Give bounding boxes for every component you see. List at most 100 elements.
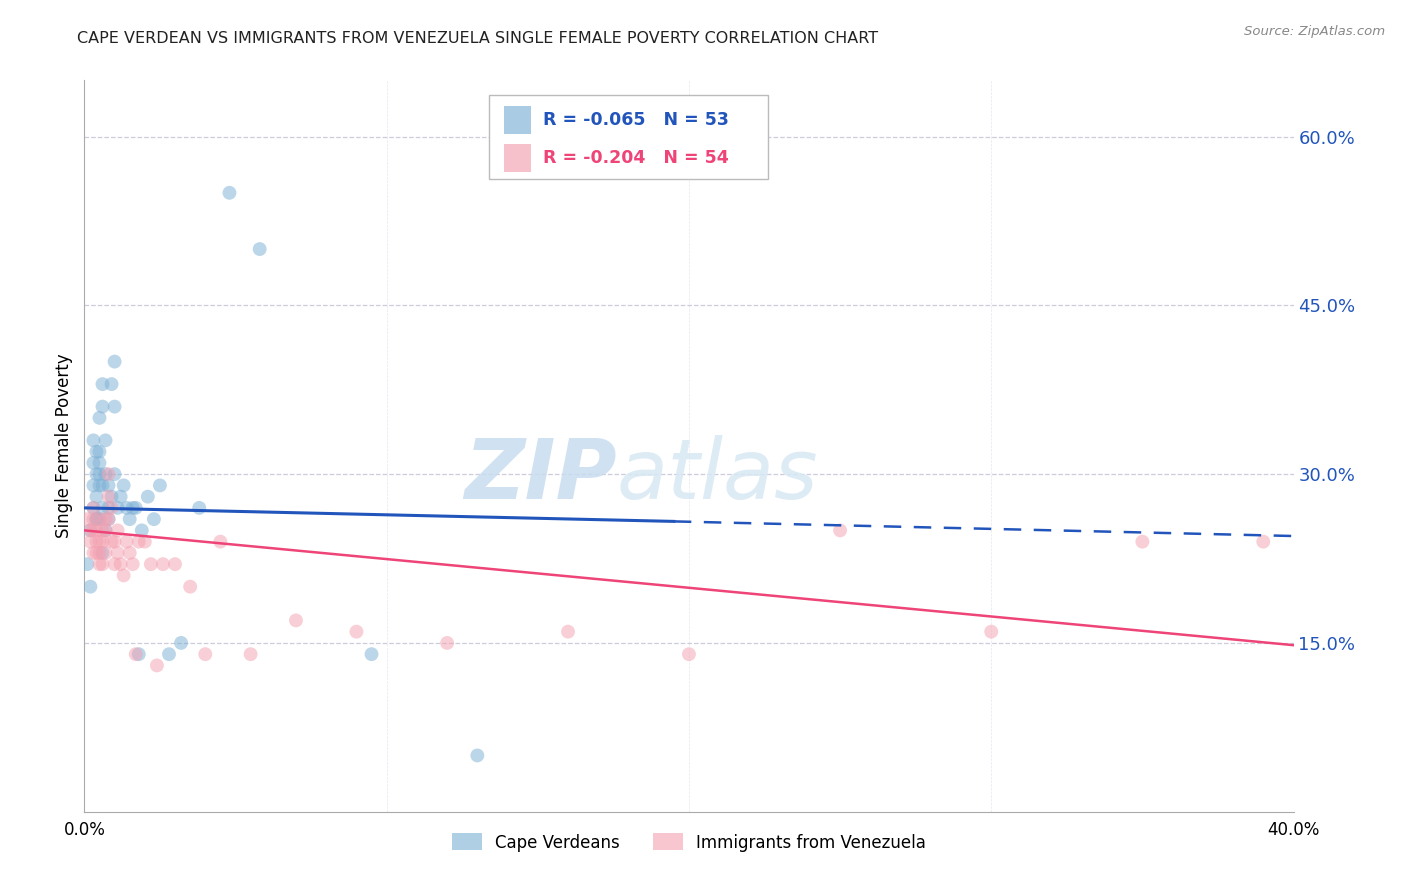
Point bbox=[86, 512, 108, 526]
Point bbox=[100, 534, 122, 549]
Point bbox=[86, 546, 108, 560]
Point bbox=[97, 467, 120, 482]
Point bbox=[115, 500, 138, 515]
Point bbox=[104, 467, 127, 482]
Point bbox=[89, 512, 111, 526]
Point bbox=[139, 557, 162, 571]
Point bbox=[107, 524, 129, 538]
Point bbox=[82, 524, 104, 538]
Point bbox=[112, 478, 135, 492]
Point bbox=[346, 624, 368, 639]
Point bbox=[157, 647, 180, 661]
Point bbox=[89, 557, 111, 571]
Point bbox=[91, 478, 114, 492]
Point bbox=[86, 512, 108, 526]
Point bbox=[82, 434, 104, 448]
Point bbox=[118, 512, 141, 526]
Point bbox=[82, 456, 104, 470]
Point bbox=[97, 512, 120, 526]
Point bbox=[97, 500, 120, 515]
Point bbox=[100, 377, 122, 392]
Point bbox=[142, 512, 165, 526]
Point bbox=[218, 186, 240, 200]
Point bbox=[249, 242, 271, 256]
Text: Source: ZipAtlas.com: Source: ZipAtlas.com bbox=[1244, 25, 1385, 38]
Point bbox=[100, 490, 122, 504]
Point bbox=[436, 636, 458, 650]
Point bbox=[360, 647, 382, 661]
Point bbox=[89, 467, 111, 482]
Point bbox=[104, 557, 127, 571]
Point bbox=[125, 500, 148, 515]
Point bbox=[82, 478, 104, 492]
Point bbox=[110, 490, 132, 504]
Text: CAPE VERDEAN VS IMMIGRANTS FROM VENEZUELA SINGLE FEMALE POVERTY CORRELATION CHAR: CAPE VERDEAN VS IMMIGRANTS FROM VENEZUEL… bbox=[77, 31, 879, 46]
Point bbox=[82, 512, 104, 526]
Point bbox=[830, 524, 852, 538]
Point bbox=[165, 557, 187, 571]
Point bbox=[170, 636, 193, 650]
Point bbox=[76, 512, 98, 526]
Point bbox=[125, 647, 148, 661]
Point bbox=[146, 658, 169, 673]
Point bbox=[128, 647, 150, 661]
FancyBboxPatch shape bbox=[489, 95, 768, 179]
Point bbox=[91, 524, 114, 538]
Point bbox=[89, 512, 111, 526]
Point bbox=[79, 524, 101, 538]
Point bbox=[128, 534, 150, 549]
Point bbox=[94, 434, 117, 448]
Point bbox=[94, 467, 117, 482]
Point bbox=[91, 534, 114, 549]
Point bbox=[980, 624, 1002, 639]
Point bbox=[112, 568, 135, 582]
Point bbox=[149, 478, 172, 492]
Point bbox=[89, 410, 111, 425]
Point bbox=[118, 546, 141, 560]
Point bbox=[104, 534, 127, 549]
Point bbox=[94, 512, 117, 526]
Text: R = -0.204   N = 54: R = -0.204 N = 54 bbox=[543, 149, 728, 167]
Point bbox=[89, 444, 111, 458]
Point bbox=[107, 500, 129, 515]
Point bbox=[107, 546, 129, 560]
Point bbox=[82, 500, 104, 515]
Point bbox=[91, 400, 114, 414]
Point bbox=[94, 546, 117, 560]
Point bbox=[86, 467, 108, 482]
Point bbox=[467, 748, 489, 763]
Point bbox=[94, 524, 117, 538]
Point bbox=[89, 456, 111, 470]
Point bbox=[194, 647, 217, 661]
Point bbox=[76, 557, 98, 571]
Point bbox=[89, 546, 111, 560]
Text: R = -0.065   N = 53: R = -0.065 N = 53 bbox=[543, 112, 728, 129]
Point bbox=[79, 580, 101, 594]
Point bbox=[97, 490, 120, 504]
Point bbox=[79, 534, 101, 549]
Point bbox=[1253, 534, 1275, 549]
Point bbox=[79, 524, 101, 538]
Point bbox=[115, 534, 138, 549]
Point bbox=[209, 534, 232, 549]
Point bbox=[89, 478, 111, 492]
Point bbox=[188, 500, 211, 515]
Point bbox=[557, 624, 579, 639]
Legend: Cape Verdeans, Immigrants from Venezuela: Cape Verdeans, Immigrants from Venezuela bbox=[444, 827, 934, 858]
Point bbox=[104, 354, 127, 368]
Point bbox=[91, 377, 114, 392]
Text: ZIP: ZIP bbox=[464, 434, 616, 516]
Y-axis label: Single Female Poverty: Single Female Poverty bbox=[55, 354, 73, 538]
Point bbox=[136, 490, 159, 504]
Bar bbox=[503, 106, 530, 134]
Point bbox=[285, 614, 308, 628]
Point bbox=[121, 500, 143, 515]
Point bbox=[82, 546, 104, 560]
Point bbox=[110, 557, 132, 571]
Point bbox=[91, 557, 114, 571]
Bar bbox=[503, 145, 530, 172]
Point bbox=[97, 478, 120, 492]
Point bbox=[86, 534, 108, 549]
Point bbox=[179, 580, 201, 594]
Point bbox=[82, 500, 104, 515]
